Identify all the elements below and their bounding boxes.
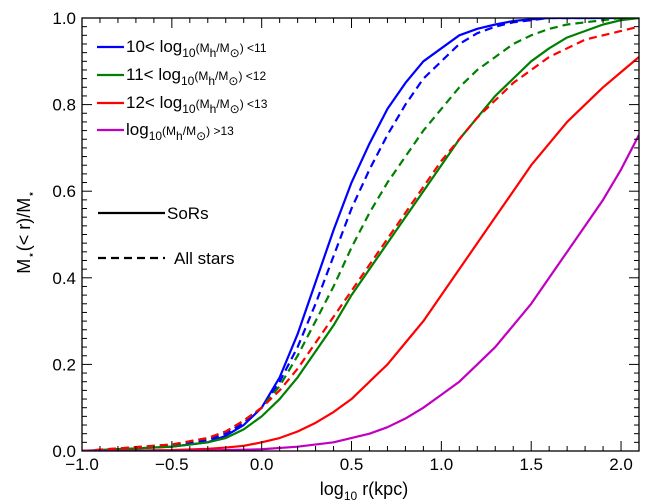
legend-sun-sub: ⊙ — [196, 129, 206, 143]
legend-label-0: 10< log10(Mh/M⊙) <11 — [126, 37, 267, 60]
y-tick-label: 1.0 — [52, 9, 76, 28]
x-tick-label: 2.0 — [609, 455, 633, 474]
legend-log: log — [158, 65, 181, 84]
legend-h-sub: h — [208, 74, 215, 88]
x-tick-label: 1.5 — [519, 455, 543, 474]
x-axis-label-sub: 10 — [344, 489, 358, 501]
y-tick-label: 0.6 — [52, 182, 76, 201]
ticks — [81, 17, 640, 452]
y-tick-label: 0.8 — [52, 96, 76, 115]
x-tick-label: −0.5 — [155, 455, 189, 474]
legend-mass-open: (M — [196, 97, 210, 111]
y-tick-label: 0.4 — [52, 269, 76, 288]
tick-labels: −1.0 −0.5 0.0 0.5 1.0 1.5 2.0 0.0 0.2 0.4 0.6 0.8 1.… — [52, 9, 632, 474]
series-line-4 — [82, 56, 639, 451]
legend-log: log — [160, 37, 183, 56]
legend-mass-sep: /M — [216, 97, 229, 111]
legend-sun-sub: ⊙ — [228, 74, 238, 88]
x-axis-label-rest: r(kpc) — [357, 479, 408, 499]
y-axis-label-mid: (< r)/M — [14, 198, 34, 252]
legend-label-2: 12< log10(Mh/M⊙) <13 — [126, 93, 268, 116]
y-axis-label: M⋆(< r)/M⋆ — [14, 190, 38, 274]
legend-log-sub: 10 — [182, 46, 196, 60]
series-line-5 — [82, 25, 639, 451]
style-legend-label-1: All stars — [174, 249, 234, 268]
legend-mass-open: (M — [196, 41, 210, 55]
legend-prefix: 12< — [126, 93, 160, 112]
legend-h-sub: h — [210, 46, 217, 60]
x-tick-label: 1.0 — [430, 455, 454, 474]
legend-range: ) >13 — [206, 124, 234, 138]
legend-label-1: 11< log10(Mh/M⊙) <12 — [126, 65, 266, 88]
y-tick-label: 0.0 — [52, 442, 76, 461]
legend-range: ) <11 — [240, 41, 267, 55]
series-line-2 — [82, 18, 639, 451]
legend-prefix: 10< — [126, 37, 160, 56]
legend-h-sub: h — [210, 102, 217, 116]
legend-prefix: 11< — [126, 65, 158, 84]
legend-sun-sub: ⊙ — [230, 102, 240, 116]
y-axis-label-sub1: ⋆ — [24, 251, 38, 259]
legend-log-sub: 10 — [149, 129, 163, 143]
y-tick-label: 0.2 — [52, 355, 76, 374]
legend-mass-open: (M — [194, 69, 208, 83]
legend-h-sub: h — [176, 129, 183, 143]
legend-log-sub: 10 — [182, 102, 196, 116]
legend-mass-sep: /M — [183, 124, 196, 138]
legend-mass-open: (M — [162, 124, 176, 138]
legend-mass-sep: /M — [216, 41, 229, 55]
legend-range: ) <12 — [238, 69, 266, 83]
x-tick-label: 0.5 — [340, 455, 364, 474]
legend-sun-sub: ⊙ — [230, 46, 240, 60]
legend-range: ) <13 — [240, 97, 268, 111]
series-line-1 — [82, 18, 639, 451]
x-axis-label: log10 r(kpc) — [320, 479, 408, 501]
series-line-0 — [82, 18, 639, 451]
legend-mass-sep: /M — [215, 69, 228, 83]
y-axis-label-sub2: ⋆ — [24, 190, 38, 198]
legend-label-3: log10(Mh/M⊙) >13 — [126, 120, 234, 143]
legend-log-sub: 10 — [181, 74, 195, 88]
legend-log: log — [160, 93, 183, 112]
x-tick-label: 0.0 — [250, 455, 274, 474]
series-line-6 — [82, 134, 639, 451]
style-legend-label-0: SoRs — [167, 204, 209, 223]
x-tick-label: −1.0 — [65, 455, 99, 474]
legend-log: log — [126, 120, 149, 139]
